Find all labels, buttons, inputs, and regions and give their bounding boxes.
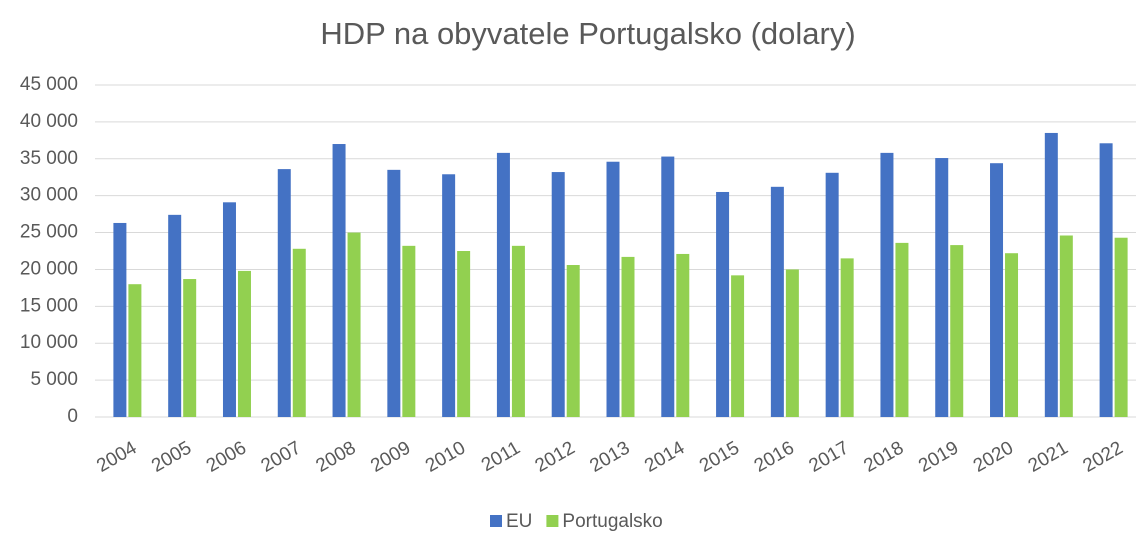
y-tick-label: 35 000 <box>20 148 78 169</box>
bar <box>880 152 894 417</box>
bar <box>237 270 251 417</box>
x-tick-label: 2020 <box>970 437 1017 476</box>
x-tick-label: 2022 <box>1079 437 1126 476</box>
bar <box>332 144 346 417</box>
bar <box>511 245 525 417</box>
y-tick-label: 45 000 <box>20 74 78 95</box>
bar <box>347 232 361 417</box>
bar <box>183 279 197 417</box>
bar <box>895 242 909 417</box>
bar <box>770 186 784 417</box>
bar <box>785 269 799 417</box>
bar <box>277 169 291 417</box>
bar <box>292 248 306 417</box>
bar <box>387 169 401 417</box>
bar <box>128 284 142 417</box>
bar <box>716 191 730 417</box>
bar <box>840 258 854 417</box>
bar <box>222 202 236 417</box>
x-tick-label: 2010 <box>422 437 469 476</box>
x-tick-label: 2009 <box>367 437 414 476</box>
y-tick-label: 40 000 <box>20 111 78 132</box>
bar <box>1059 235 1073 417</box>
bar <box>168 214 182 417</box>
x-tick-label: 2012 <box>532 437 579 476</box>
y-tick-label: 25 000 <box>20 222 78 243</box>
bar <box>442 174 456 417</box>
bar <box>1005 253 1019 417</box>
bar <box>731 275 745 417</box>
bar <box>113 222 127 417</box>
x-tick-label: 2017 <box>806 437 853 476</box>
x-tick-label: 2011 <box>478 437 524 476</box>
legend-swatch <box>546 515 559 527</box>
x-tick-label: 2015 <box>696 437 743 476</box>
bar <box>950 245 964 417</box>
bar <box>496 152 510 417</box>
legend-label: EU <box>506 511 532 532</box>
y-tick-label: 0 <box>67 406 78 427</box>
y-tick-label: 30 000 <box>20 185 78 206</box>
bar <box>551 172 565 417</box>
bar <box>825 172 839 417</box>
x-tick-label: 2005 <box>148 437 195 476</box>
bar <box>661 156 675 417</box>
x-tick-label: 2021 <box>1025 437 1072 476</box>
bar <box>676 253 690 417</box>
x-tick-label: 2013 <box>586 437 633 476</box>
bar <box>606 161 620 417</box>
legend-label: Portugalsko <box>562 511 662 532</box>
x-tick-label: 2016 <box>751 437 798 476</box>
y-tick-label: 15 000 <box>20 295 78 316</box>
bar <box>402 245 416 417</box>
x-tick-label: 2014 <box>641 437 688 477</box>
bar <box>566 265 580 417</box>
bar <box>990 163 1004 417</box>
x-tick-label: 2006 <box>203 437 250 476</box>
bar <box>1044 132 1058 417</box>
bar <box>1114 237 1128 417</box>
x-tick-label: 2007 <box>258 437 305 476</box>
bar <box>1099 143 1113 418</box>
x-tick-label: 2018 <box>860 437 907 476</box>
y-tick-label: 10 000 <box>20 332 78 353</box>
x-tick-label: 2008 <box>312 437 359 476</box>
bar <box>457 251 471 417</box>
legend-swatch <box>490 515 502 527</box>
bar <box>935 158 949 418</box>
chart-title: HDP na obyvatele Portugalsko (dolary) <box>320 16 855 51</box>
y-tick-label: 5 000 <box>30 369 78 390</box>
x-tick-label: 2019 <box>915 437 962 476</box>
bar <box>621 256 635 417</box>
x-tick-label: 2004 <box>93 437 140 477</box>
y-tick-label: 20 000 <box>20 258 78 279</box>
